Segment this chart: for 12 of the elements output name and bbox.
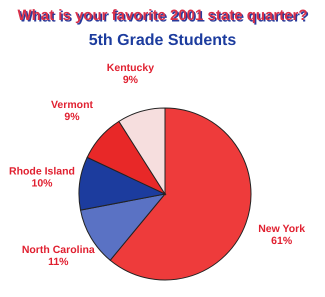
data-label: 11% [48, 256, 70, 268]
slice-label: Rhode Island [9, 165, 75, 178]
slice-label: North Carolina [22, 244, 95, 256]
data-label: 9% [122, 74, 139, 86]
chart-subtitle: 5th Grade Students [88, 32, 236, 49]
slice-label: Kentucky [106, 62, 154, 74]
data-label: 9% [64, 110, 80, 123]
slice-label: New York [258, 223, 306, 236]
chart-title: What is your favorite 2001 state quarter? [18, 8, 310, 26]
slice-label: Vermont [50, 98, 94, 111]
data-label: 10% [31, 177, 54, 190]
data-label: 61% [271, 235, 293, 248]
